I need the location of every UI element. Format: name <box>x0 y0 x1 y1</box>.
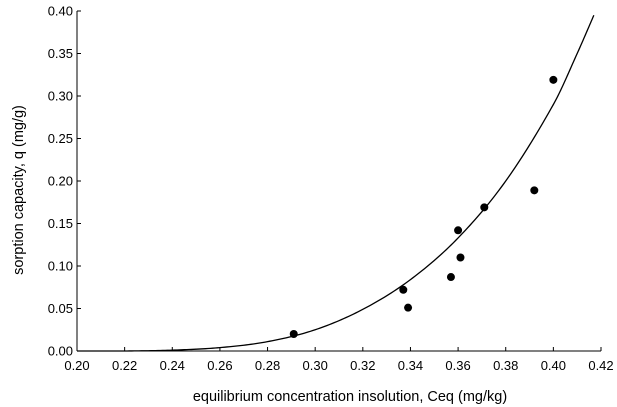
x-tick-label: 0.38 <box>493 358 518 373</box>
x-axis-ticks: 0.20 0.22 0.24 0.26 0.28 0.30 0.32 0.34 0.36 0.38… <box>64 347 614 373</box>
x-tick-label: 0.26 <box>207 358 232 373</box>
x-tick-label: 0.20 <box>64 358 89 373</box>
data-point <box>549 75 558 84</box>
x-tick-label: 0.32 <box>350 358 375 373</box>
x-tick-label: 0.22 <box>112 358 137 373</box>
x-tick-label: 0.40 <box>541 358 566 373</box>
y-tick-label: 0.30 <box>48 89 73 104</box>
data-point <box>399 285 408 294</box>
x-tick-label: 0.30 <box>303 358 328 373</box>
axes <box>76 11 601 352</box>
data-point <box>404 303 413 312</box>
y-axis-ticks: 0.00 0.05 0.10 0.15 0.20 0.25 0.30 0.35 0.40 <box>48 4 81 359</box>
data-point <box>446 273 455 282</box>
x-tick-label: 0.24 <box>160 358 185 373</box>
y-tick-label: 0.35 <box>48 46 73 61</box>
y-tick-label: 0.40 <box>48 4 73 19</box>
data-point <box>289 330 298 338</box>
y-tick-label: 0.25 <box>48 131 73 146</box>
x-tick-label: 0.42 <box>588 358 613 373</box>
y-axis-title: sorption capacity, q (mg/g) <box>11 105 27 275</box>
x-axis-title: equilibrium concentration insolution, Ce… <box>193 389 507 405</box>
data-point <box>480 203 489 212</box>
x-tick-label: 0.36 <box>445 358 470 373</box>
data-points <box>289 75 558 338</box>
data-point <box>456 253 465 262</box>
y-tick-label: 0.10 <box>48 259 73 274</box>
data-point <box>530 186 539 195</box>
x-tick-label: 0.28 <box>255 358 280 373</box>
data-point <box>454 226 463 235</box>
x-tick-label: 0.34 <box>398 358 423 373</box>
y-tick-label: 0.20 <box>48 174 73 189</box>
fitted-curve <box>77 14 595 352</box>
y-tick-label: 0.15 <box>48 216 73 231</box>
y-tick-label: 0.05 <box>48 301 73 316</box>
y-tick-label: 0.00 <box>48 344 73 359</box>
